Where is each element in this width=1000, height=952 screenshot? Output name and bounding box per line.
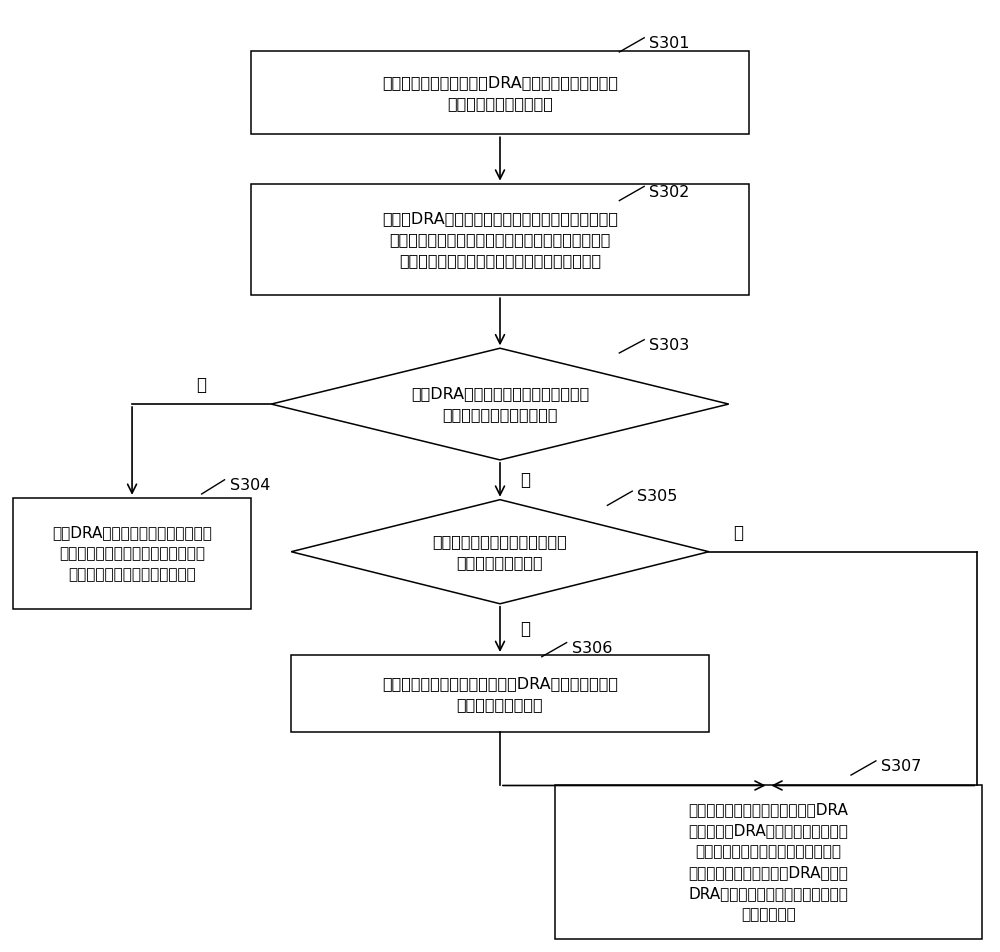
Text: 第一DRA向第二节点返回配置的永久
错误响应消息，所述永久错误响应消
息用于指示不需要进行路由重选: 第一DRA向第二节点返回配置的永久 错误响应消息，所述永久错误响应消 息用于指示…	[52, 526, 212, 582]
Text: 是: 是	[520, 621, 530, 639]
Text: 判断是否存在能够用于传输所述
请求消息的其它路由: 判断是否存在能够用于传输所述 请求消息的其它路由	[433, 534, 567, 569]
Text: S302: S302	[649, 185, 690, 200]
Text: 第一DRA节点基于确定的源主机类型，
判断是否需要发起路由重选: 第一DRA节点基于确定的源主机类型， 判断是否需要发起路由重选	[411, 387, 589, 422]
FancyBboxPatch shape	[251, 184, 749, 295]
Text: S306: S306	[572, 641, 612, 656]
Text: 否: 否	[734, 524, 744, 542]
FancyBboxPatch shape	[555, 785, 982, 939]
Polygon shape	[271, 348, 729, 460]
Text: S301: S301	[649, 36, 690, 51]
Text: 是: 是	[520, 471, 530, 488]
Text: 第一运营商网络中的第一DRA节点将第二节点发送的
请求消息转发给第三节点: 第一运营商网络中的第一DRA节点将第二节点发送的 请求消息转发给第三节点	[382, 74, 618, 110]
Text: 若所述源主机类型为与所述第一DRA
节点配对的DRA节点，向所述第二节
点返回永久错误响应消息；若所述源
主机类型为不与所述第一DRA配对的
DRA节点，向所述: 若所述源主机类型为与所述第一DRA 节点配对的DRA节点，向所述第二节 点返回永…	[689, 803, 848, 922]
FancyBboxPatch shape	[251, 51, 749, 134]
Text: S304: S304	[230, 478, 270, 493]
Text: S305: S305	[637, 489, 678, 505]
FancyBboxPatch shape	[13, 498, 251, 609]
Text: 否: 否	[197, 376, 207, 394]
FancyBboxPatch shape	[291, 655, 709, 732]
Polygon shape	[291, 500, 709, 604]
Text: S307: S307	[881, 759, 921, 774]
Text: 将所述请求消息发送给所述第一DRA节点在所述其它
路由中的下一跳节点: 将所述请求消息发送给所述第一DRA节点在所述其它 路由中的下一跳节点	[382, 676, 618, 712]
Text: S303: S303	[649, 338, 689, 353]
Text: 当第一DRA节点接收到第三节点发送的路由错误响应
消息后，基于该路由错误响应消息中携带的源主机标
识，确定发送该路由错误响应消息的源主机类型: 当第一DRA节点接收到第三节点发送的路由错误响应 消息后，基于该路由错误响应消息…	[382, 211, 618, 268]
